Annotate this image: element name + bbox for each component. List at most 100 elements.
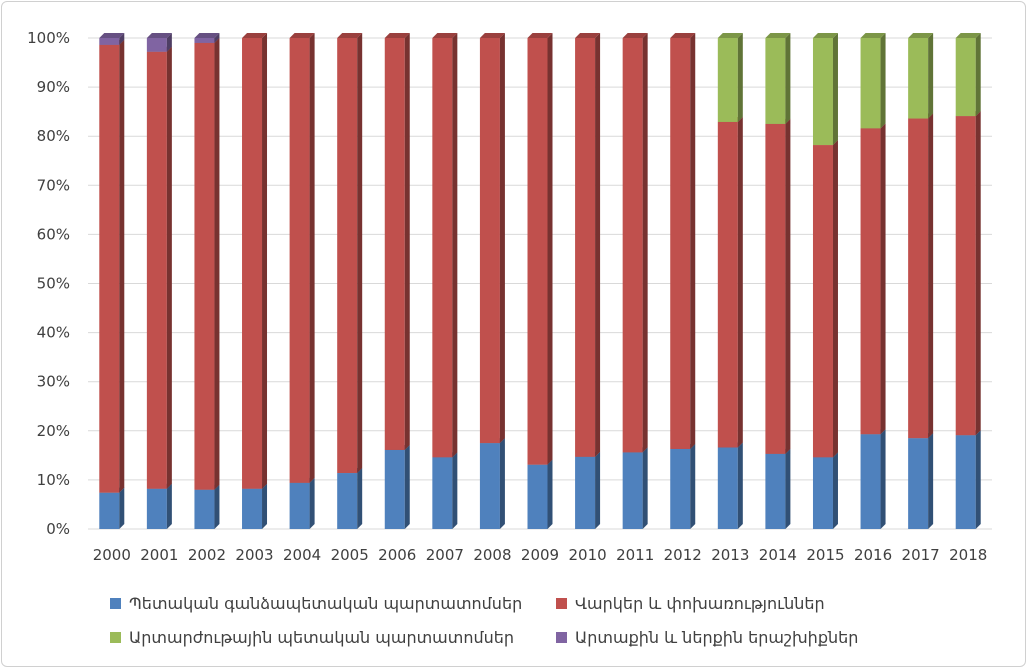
- bar-top: [575, 33, 601, 38]
- bar-top: [955, 33, 981, 38]
- bar-front: [622, 452, 643, 529]
- x-tick-label: 2017: [902, 546, 940, 564]
- bar-top: [765, 33, 791, 38]
- bar-segment: [955, 33, 981, 117]
- bar-side: [404, 33, 410, 450]
- x-tick-label: 2016: [854, 546, 892, 564]
- x-tick-label: 2011: [616, 546, 654, 564]
- bar-segment: [384, 33, 410, 450]
- bar-top: [622, 33, 648, 38]
- legend-swatch: [110, 598, 121, 609]
- bar-side: [690, 443, 696, 529]
- bar-side: [928, 433, 934, 529]
- bar-segment: [622, 33, 648, 453]
- y-tick-label: 80%: [37, 127, 70, 145]
- bar-segment: [860, 33, 886, 129]
- bar-side: [119, 39, 125, 493]
- bar-front: [908, 118, 929, 439]
- bar-top: [384, 33, 410, 38]
- bar-side: [214, 33, 220, 43]
- bar-top: [527, 33, 553, 38]
- bar-front: [337, 473, 358, 529]
- bar-front: [860, 434, 881, 529]
- x-tick-label: 2008: [473, 546, 511, 564]
- bar-side: [785, 448, 791, 529]
- y-tick-label: 40%: [37, 324, 70, 342]
- bar-segment: [99, 39, 125, 493]
- bar-front: [432, 38, 453, 458]
- bar-front: [527, 38, 548, 465]
- bar-segment: [242, 483, 268, 529]
- bar-segment: [99, 33, 125, 45]
- bar-side: [499, 438, 505, 529]
- x-tick-label: 2004: [283, 546, 321, 564]
- bar-side: [737, 33, 743, 122]
- bar-segment: [384, 444, 410, 529]
- bar-front: [860, 128, 881, 435]
- y-tick-label: 70%: [37, 176, 70, 194]
- bar-front: [242, 488, 263, 529]
- legend: Պետական գանձապետական պարտատոմսեր Վարկեր …: [0, 590, 1029, 670]
- bar-side: [880, 123, 886, 435]
- x-axis-ticks: 2000 2001 2002 2003 2004 2005 2006 2007 2008 2009…: [93, 546, 988, 564]
- x-tick-label: 2000: [93, 546, 131, 564]
- bar-segment: [908, 33, 934, 119]
- bar-front: [860, 38, 881, 129]
- bar-segment: [955, 111, 981, 436]
- bar-segment: [860, 429, 886, 529]
- bar-side: [309, 33, 315, 483]
- bar-top: [479, 33, 505, 38]
- legend-item-treasury-bonds: Պետական գանձապետական պարտատոմսեր: [110, 594, 522, 613]
- bar-segment: [908, 433, 934, 529]
- bar-top: [99, 33, 125, 38]
- bar-side: [595, 451, 601, 529]
- bar-front: [575, 38, 596, 457]
- bar-segment: [812, 33, 838, 146]
- bar-top: [242, 33, 268, 38]
- bar-side: [642, 447, 648, 529]
- bar-top: [908, 33, 934, 38]
- bar-segment: [194, 37, 220, 490]
- x-tick-label: 2006: [378, 546, 416, 564]
- bar-segment: [99, 487, 125, 529]
- bar-side: [737, 442, 743, 529]
- x-tick-label: 2003: [235, 546, 273, 564]
- bar-front: [765, 453, 786, 529]
- bar-side: [832, 33, 838, 146]
- bar-segment: [289, 477, 315, 529]
- bar-segment: [527, 459, 553, 529]
- bar-side: [832, 452, 838, 529]
- bar-segment: [812, 452, 838, 529]
- bar-side: [452, 452, 458, 529]
- bar-front: [99, 492, 120, 529]
- bar-side: [880, 33, 886, 129]
- bar-segment: [146, 33, 172, 52]
- legend-label: Վարկեր և փոխառություններ: [575, 594, 825, 613]
- bar-side: [119, 33, 125, 45]
- bar-front: [717, 447, 738, 529]
- bar-front: [527, 464, 548, 529]
- bar-segment: [432, 33, 458, 458]
- legend-label: Արտաքին և ներքին երաշխիքներ: [575, 628, 859, 647]
- bar-side: [737, 116, 743, 448]
- x-tick-label: 2012: [664, 546, 702, 564]
- legend-label: Արտարժութային պետական պարտատոմսեր: [129, 628, 515, 647]
- bar-side: [262, 483, 268, 529]
- bar-top: [812, 33, 838, 38]
- bar-front: [717, 38, 738, 122]
- bar-segment: [908, 113, 934, 439]
- bar-front: [146, 488, 167, 529]
- x-tick-label: 2010: [568, 546, 606, 564]
- bar-front: [670, 38, 691, 449]
- bar-front: [955, 38, 976, 117]
- y-tick-label: 0%: [46, 520, 70, 538]
- y-tick-label: 20%: [37, 422, 70, 440]
- legend-swatch: [556, 598, 567, 609]
- bar-front: [99, 38, 120, 45]
- y-axis-ticks: 0% 10% 20% 30% 40% 50% 60% 70% 80% 90% 100%: [27, 29, 70, 538]
- bar-front: [194, 38, 215, 43]
- bar-segment: [765, 118, 791, 454]
- bar-segment: [670, 33, 696, 449]
- x-tick-label: 2014: [759, 546, 797, 564]
